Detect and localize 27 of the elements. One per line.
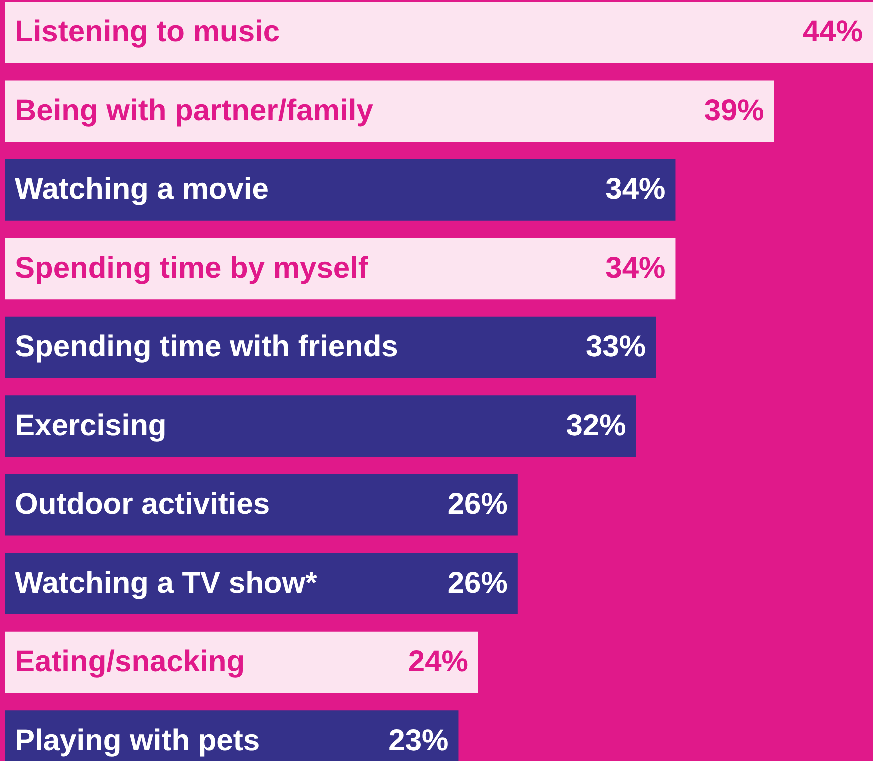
bar (5, 80, 774, 142)
y-tick-label: Spending time with friends (15, 330, 398, 364)
y-tick-label: Exercising (15, 409, 167, 442)
data-label: 24% (408, 646, 468, 679)
data-label: 23% (388, 724, 449, 758)
bar (5, 2, 873, 64)
data-label: 34% (606, 173, 666, 206)
data-label: 39% (704, 94, 764, 128)
bar (5, 396, 636, 458)
y-tick-label: Listening to music (15, 16, 280, 49)
data-label: 26% (448, 566, 508, 600)
data-label: 32% (566, 409, 626, 442)
bar (5, 238, 676, 300)
bar (5, 159, 676, 221)
y-tick-label: Eating/snacking (15, 646, 246, 679)
bar (5, 632, 478, 694)
data-label: 26% (448, 488, 508, 522)
y-tick-label: Playing with pets (15, 724, 260, 758)
data-label: 33% (586, 330, 646, 364)
bar (5, 474, 518, 536)
y-tick-label: Watching a movie (15, 173, 269, 206)
data-label: 34% (606, 252, 666, 285)
y-tick-label: Watching a TV show* (15, 566, 318, 600)
y-tick-label: Being with partner/family (15, 94, 374, 128)
data-label: 44% (802, 16, 863, 49)
y-tick-label: Outdoor activities (15, 488, 270, 522)
y-tick-label: Spending time by myself (15, 252, 370, 285)
